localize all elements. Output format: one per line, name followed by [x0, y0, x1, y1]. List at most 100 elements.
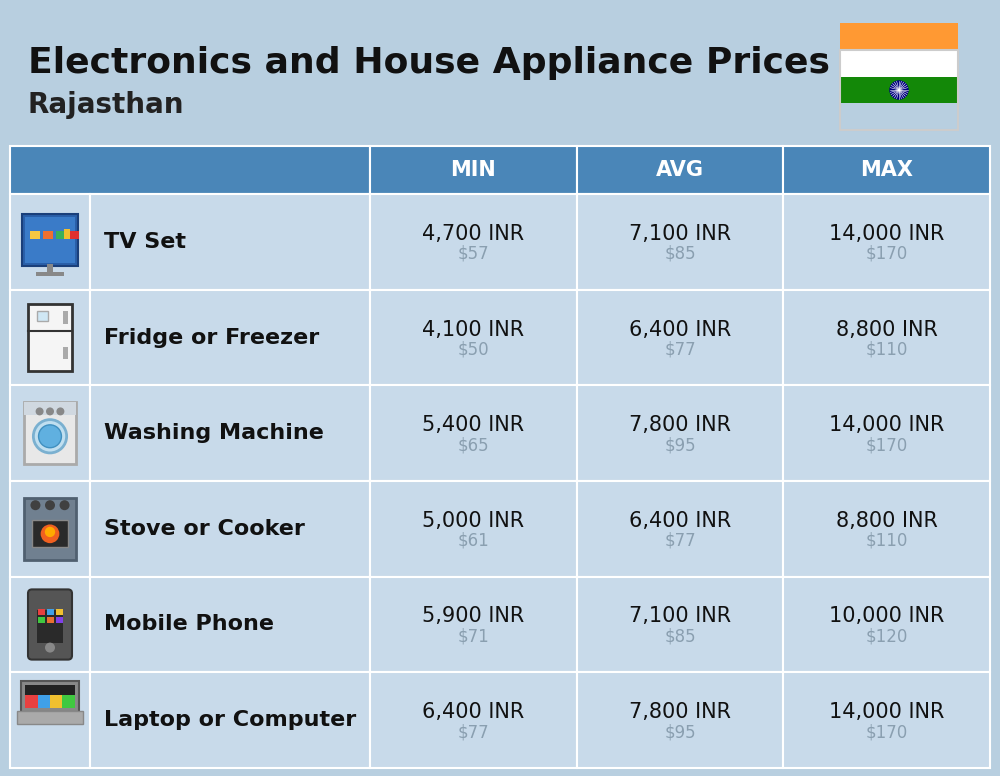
- Circle shape: [45, 527, 55, 537]
- Bar: [63, 347, 68, 359]
- Text: 10,000 INR: 10,000 INR: [829, 607, 944, 626]
- Bar: [90, 386, 370, 481]
- Bar: [56, 609, 63, 615]
- Bar: [577, 577, 783, 672]
- Text: MIN: MIN: [450, 160, 496, 180]
- Bar: [370, 481, 577, 577]
- Text: $170: $170: [866, 723, 908, 741]
- Bar: [90, 481, 370, 577]
- Text: 4,700 INR: 4,700 INR: [422, 223, 524, 244]
- Text: 7,100 INR: 7,100 INR: [629, 607, 731, 626]
- Bar: [370, 289, 577, 386]
- Circle shape: [60, 501, 70, 510]
- Bar: [783, 194, 990, 289]
- Bar: [28, 304, 72, 371]
- Bar: [370, 194, 577, 289]
- Bar: [36, 272, 64, 276]
- Text: 7,100 INR: 7,100 INR: [629, 223, 731, 244]
- Bar: [90, 194, 370, 289]
- Bar: [22, 213, 78, 266]
- Text: Stove or Cooker: Stove or Cooker: [104, 519, 305, 539]
- Bar: [24, 497, 76, 560]
- Bar: [783, 577, 990, 672]
- Text: TV Set: TV Set: [104, 232, 186, 252]
- Bar: [577, 146, 783, 194]
- Bar: [62, 695, 75, 708]
- Bar: [370, 577, 577, 672]
- Circle shape: [890, 81, 908, 99]
- Bar: [577, 481, 783, 577]
- Text: $170: $170: [866, 245, 908, 263]
- Bar: [10, 194, 90, 289]
- Text: $170: $170: [866, 436, 908, 454]
- Bar: [783, 289, 990, 386]
- Bar: [370, 146, 577, 194]
- Text: AVG: AVG: [656, 160, 704, 180]
- Text: 14,000 INR: 14,000 INR: [829, 702, 944, 722]
- Bar: [783, 386, 990, 481]
- Text: $77: $77: [664, 532, 696, 550]
- Bar: [840, 77, 958, 103]
- Bar: [90, 672, 370, 768]
- Text: 5,400 INR: 5,400 INR: [422, 415, 524, 435]
- Bar: [783, 672, 990, 768]
- Text: 7,800 INR: 7,800 INR: [629, 702, 731, 722]
- Bar: [38, 617, 45, 623]
- Text: $95: $95: [664, 723, 696, 741]
- Text: Laptop or Computer: Laptop or Computer: [104, 710, 356, 730]
- Bar: [37, 310, 48, 320]
- Text: 4,100 INR: 4,100 INR: [422, 320, 524, 340]
- Text: Mobile Phone: Mobile Phone: [104, 615, 274, 635]
- Bar: [30, 231, 40, 239]
- Bar: [32, 519, 68, 548]
- Bar: [370, 672, 577, 768]
- FancyBboxPatch shape: [28, 590, 72, 660]
- Text: Rajasthan: Rajasthan: [28, 91, 184, 119]
- Bar: [783, 146, 990, 194]
- Bar: [840, 50, 958, 77]
- Text: $77: $77: [664, 341, 696, 359]
- Circle shape: [56, 407, 64, 415]
- Circle shape: [41, 525, 59, 543]
- Circle shape: [46, 407, 54, 415]
- Bar: [47, 265, 53, 274]
- Bar: [38, 695, 50, 708]
- Text: $110: $110: [865, 532, 908, 550]
- Circle shape: [36, 407, 44, 415]
- Text: $50: $50: [458, 341, 489, 359]
- Bar: [17, 711, 83, 725]
- Bar: [37, 611, 63, 643]
- Circle shape: [45, 643, 55, 653]
- Bar: [577, 672, 783, 768]
- Text: Washing Machine: Washing Machine: [104, 423, 324, 443]
- Circle shape: [33, 420, 67, 453]
- Text: 8,800 INR: 8,800 INR: [836, 320, 938, 340]
- Text: MAX: MAX: [860, 160, 913, 180]
- Bar: [50, 695, 62, 708]
- Bar: [577, 289, 783, 386]
- Bar: [43, 231, 53, 239]
- Text: $95: $95: [664, 436, 696, 454]
- Bar: [56, 231, 66, 239]
- Bar: [25, 695, 38, 708]
- Text: Fridge or Freezer: Fridge or Freezer: [104, 327, 319, 348]
- Text: Electronics and House Appliance Prices: Electronics and House Appliance Prices: [28, 46, 830, 80]
- Bar: [10, 577, 90, 672]
- Bar: [370, 386, 577, 481]
- Bar: [90, 577, 370, 672]
- Bar: [24, 402, 76, 464]
- Text: 14,000 INR: 14,000 INR: [829, 415, 944, 435]
- Bar: [577, 386, 783, 481]
- Bar: [47, 609, 54, 615]
- Text: $85: $85: [664, 628, 696, 646]
- Circle shape: [30, 501, 40, 510]
- Text: 6,400 INR: 6,400 INR: [422, 702, 524, 722]
- Text: 8,800 INR: 8,800 INR: [836, 511, 938, 531]
- Text: 6,400 INR: 6,400 INR: [629, 511, 731, 531]
- Circle shape: [39, 424, 61, 448]
- Text: $77: $77: [458, 723, 489, 741]
- Bar: [840, 50, 958, 130]
- Text: $71: $71: [457, 628, 489, 646]
- Bar: [47, 617, 54, 623]
- Text: 5,000 INR: 5,000 INR: [422, 511, 524, 531]
